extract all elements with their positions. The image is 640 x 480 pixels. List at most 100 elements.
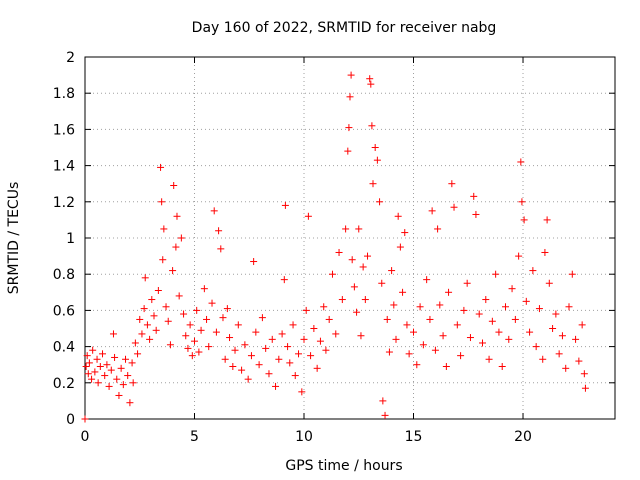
data-point [286,359,294,367]
data-point [252,328,260,336]
data-point [302,306,310,314]
data-point [463,279,471,287]
data-point [140,305,148,313]
data-point [150,312,158,320]
x-tick-label: 5 [190,429,199,445]
data-point [138,330,146,338]
data-point [81,415,89,423]
data-point [146,335,154,343]
x-tick-label: 20 [514,429,532,445]
data-point [164,317,172,325]
data-point [376,198,384,206]
data-point [191,337,199,345]
data-point [580,370,588,378]
data-point [399,288,407,296]
data-point [439,332,447,340]
data-point [247,352,255,360]
data-point [197,326,205,334]
data-point [401,229,409,237]
data-point [410,328,418,336]
data-point [272,382,280,390]
data-point [517,158,525,166]
data-point [371,144,379,151]
data-point [357,332,365,340]
data-point [344,147,352,155]
data-point [111,353,119,361]
data-point [219,314,227,322]
data-point [169,267,177,275]
data-point [177,234,185,242]
data-point [390,301,398,309]
data-point [549,325,557,332]
data-point [210,207,218,215]
data-point [396,243,404,251]
data-point [511,315,519,323]
data-point [258,314,266,322]
data-point [182,332,190,340]
data-point [122,355,130,363]
y-tick-label: 1.4 [53,159,75,175]
data-point [448,180,456,188]
data-point [498,363,506,371]
data-point [416,303,424,311]
data-point [82,363,90,371]
data-point [159,256,167,264]
data-point [361,296,369,304]
y-tick-label: 1.6 [53,122,75,138]
data-point [369,180,377,188]
data-point [522,297,530,305]
data-point [335,248,343,256]
data-point [124,372,132,380]
data-point [434,225,442,233]
data-point [378,279,386,287]
data-point [385,348,393,356]
data-point [226,334,234,342]
data-point [367,80,375,88]
data-point [526,328,534,336]
data-point [241,341,249,349]
data-point [373,156,381,164]
data-point [325,315,333,323]
data-point [388,267,396,275]
data-point [265,370,273,378]
data-point [568,270,576,278]
data-point [313,364,321,372]
data-point [284,343,292,351]
data-point [175,292,183,300]
data-point [535,305,543,313]
data-point [128,359,136,367]
data-point [575,357,583,365]
data-point [545,279,553,287]
data-point [89,346,97,354]
y-tick-label: 0.6 [53,303,75,319]
data-point [113,375,121,383]
data-point [552,310,560,318]
y-tick-label: 0.8 [53,267,75,283]
y-tick-label: 0.2 [53,376,75,392]
data-point [345,124,353,132]
data-point [450,203,458,211]
data-point [353,308,361,316]
data-point [355,225,363,233]
data-point [109,330,117,338]
data-point [426,315,434,323]
data-point [203,315,211,323]
data-point [518,198,526,206]
data-point [529,267,537,275]
data-point [445,288,453,296]
data-point [431,346,439,354]
data-point [488,317,496,325]
data-point [170,182,178,190]
data-point [322,346,330,354]
data-point [101,372,109,380]
data-point [275,355,283,363]
data-point [238,366,246,374]
data-points [81,71,589,423]
data-point [208,299,216,307]
data-point [195,348,203,356]
data-point [453,321,461,329]
data-point [381,411,389,419]
x-tick-label: 10 [295,429,313,445]
grid [85,57,615,419]
